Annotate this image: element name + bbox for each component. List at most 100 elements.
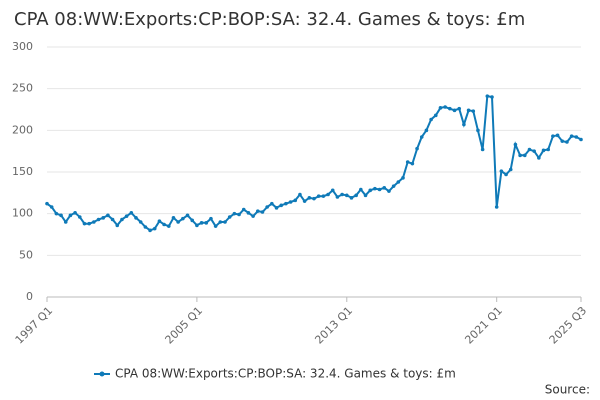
data-point bbox=[522, 153, 527, 158]
data-point bbox=[527, 147, 532, 152]
data-line bbox=[46, 95, 582, 232]
data-point bbox=[213, 224, 218, 228]
data-point bbox=[176, 220, 180, 224]
data-point bbox=[546, 147, 551, 152]
data-point bbox=[265, 205, 269, 209]
data-point bbox=[115, 223, 120, 228]
data-point bbox=[316, 194, 321, 198]
data-point bbox=[326, 192, 330, 197]
data-point bbox=[255, 209, 260, 213]
data-point bbox=[330, 188, 335, 193]
data-point bbox=[382, 186, 387, 190]
data-point bbox=[171, 216, 176, 220]
data-point bbox=[462, 122, 466, 127]
data-point bbox=[82, 221, 87, 226]
data-point bbox=[223, 220, 227, 224]
data-point bbox=[251, 214, 255, 218]
data-point bbox=[307, 196, 312, 200]
data-point bbox=[101, 216, 106, 220]
data-point bbox=[349, 196, 354, 200]
data-point bbox=[124, 214, 129, 218]
data-point bbox=[199, 221, 204, 225]
data-point bbox=[298, 192, 302, 197]
data-point bbox=[513, 142, 518, 147]
data-point bbox=[68, 213, 73, 218]
data-point bbox=[363, 193, 368, 198]
data-point bbox=[452, 108, 457, 113]
data-point bbox=[476, 128, 480, 133]
data-point bbox=[555, 133, 560, 138]
data-point bbox=[59, 213, 63, 218]
data-point bbox=[438, 106, 443, 110]
y-tick-label: 100 bbox=[12, 207, 33, 220]
data-point bbox=[209, 216, 213, 221]
data-point bbox=[490, 95, 494, 99]
data-point bbox=[433, 113, 438, 118]
data-point bbox=[45, 201, 49, 206]
data-point bbox=[270, 201, 274, 206]
data-point bbox=[166, 224, 171, 228]
data-point bbox=[494, 205, 499, 209]
data-point bbox=[190, 218, 195, 223]
data-point bbox=[232, 211, 237, 216]
data-point bbox=[195, 223, 199, 228]
data-point bbox=[87, 221, 91, 226]
data-point bbox=[92, 220, 96, 224]
data-point bbox=[279, 203, 284, 208]
data-point bbox=[569, 134, 574, 138]
data-point bbox=[237, 212, 241, 217]
data-point bbox=[218, 220, 223, 224]
data-point bbox=[387, 189, 391, 193]
x-tick-label: 2021 Q1 bbox=[462, 304, 505, 347]
data-point bbox=[152, 226, 157, 231]
data-point bbox=[424, 128, 429, 133]
data-point bbox=[138, 220, 143, 224]
data-point bbox=[204, 221, 209, 225]
data-point bbox=[396, 180, 401, 184]
data-point bbox=[415, 146, 419, 151]
data-point bbox=[241, 207, 246, 212]
data-point bbox=[344, 193, 349, 198]
source: Source: bbox=[545, 383, 590, 397]
data-point bbox=[312, 196, 316, 201]
y-tick-label: 150 bbox=[12, 165, 33, 178]
data-point bbox=[110, 217, 115, 222]
data-point bbox=[504, 172, 508, 177]
data-point bbox=[541, 148, 546, 153]
data-point bbox=[335, 195, 340, 199]
data-point bbox=[377, 187, 382, 192]
y-tick-label: 250 bbox=[12, 82, 33, 95]
data-point bbox=[162, 222, 166, 227]
data-point bbox=[565, 140, 569, 144]
legend-marker bbox=[99, 371, 105, 377]
data-point bbox=[537, 156, 541, 160]
data-point bbox=[260, 210, 265, 214]
x-tick-label: 1997 Q1 bbox=[13, 304, 56, 347]
data-point bbox=[246, 211, 251, 215]
data-point bbox=[73, 211, 77, 215]
data-point bbox=[480, 147, 485, 152]
y-tick-label: 0 bbox=[26, 290, 33, 303]
x-tick-label: 2013 Q1 bbox=[312, 304, 355, 347]
data-point bbox=[185, 213, 190, 218]
data-point bbox=[373, 186, 377, 191]
data-point bbox=[157, 219, 162, 223]
data-point bbox=[368, 188, 373, 193]
data-point bbox=[443, 105, 447, 109]
data-point bbox=[302, 199, 307, 203]
chart-title: CPA 08:WW:Exports:CP:BOP:SA: 32.4. Games… bbox=[14, 9, 525, 30]
data-point bbox=[551, 134, 555, 138]
data-point bbox=[284, 201, 288, 206]
data-point bbox=[574, 135, 579, 139]
y-tick-label: 50 bbox=[19, 248, 33, 261]
data-point bbox=[457, 106, 462, 111]
data-point bbox=[120, 217, 124, 222]
data-point bbox=[227, 215, 232, 219]
data-point bbox=[579, 137, 583, 142]
data-point bbox=[96, 217, 101, 222]
data-point bbox=[485, 94, 490, 98]
data-point bbox=[499, 169, 504, 173]
data-point bbox=[401, 176, 405, 180]
y-tick-label: 300 bbox=[12, 40, 33, 53]
